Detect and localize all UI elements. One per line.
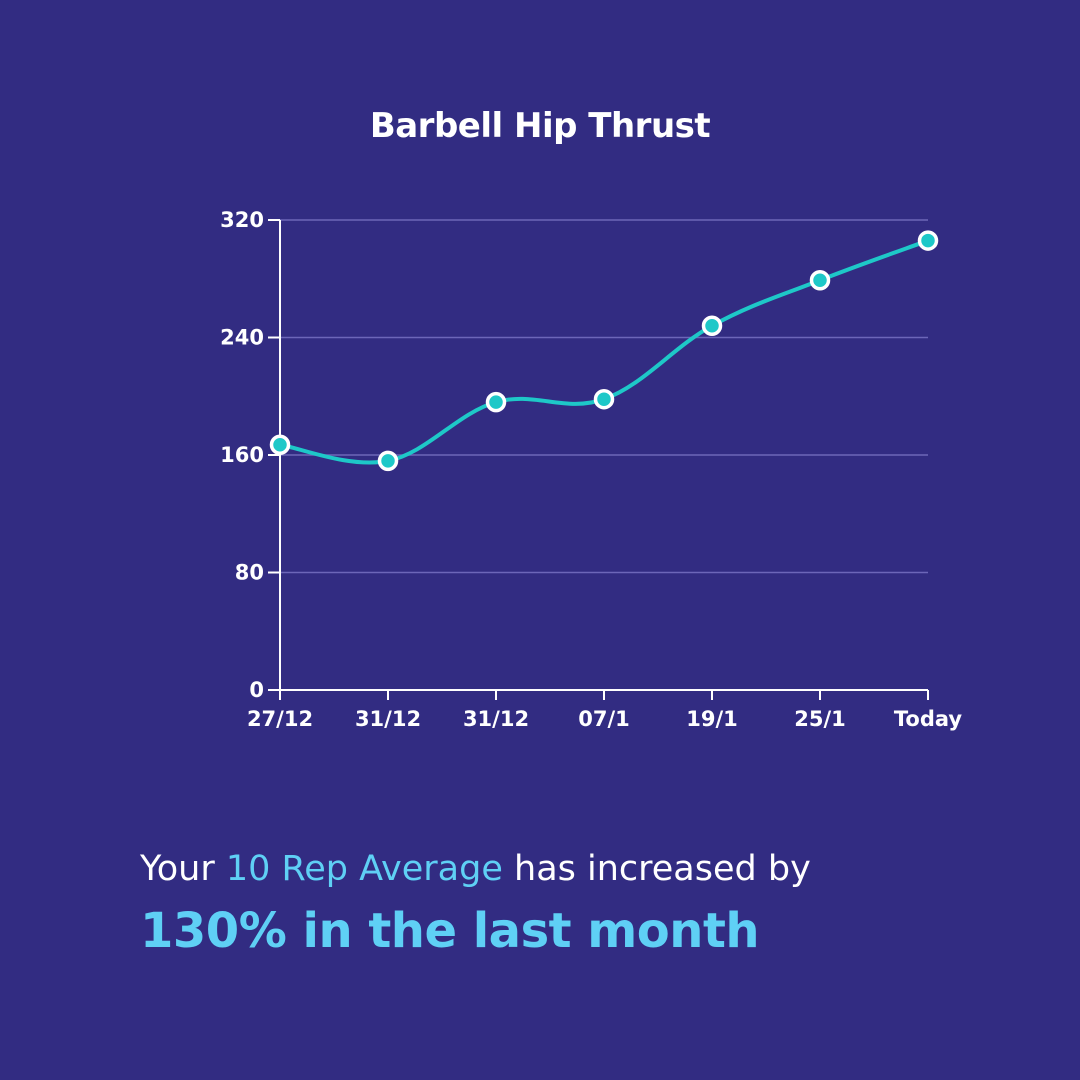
y-tick-label: 320 xyxy=(220,208,264,232)
x-tick-labels: 27/12 31/12 31/12 07/1 19/1 25/1 Today xyxy=(247,690,962,731)
data-point xyxy=(917,230,939,251)
x-tick-label: 31/12 xyxy=(463,707,529,731)
y-tick-label: 240 xyxy=(220,326,264,350)
data-point xyxy=(701,315,723,336)
x-tick-label: 19/1 xyxy=(686,707,738,731)
data-point xyxy=(269,434,291,455)
y-tick-labels: 0 80 160 240 320 xyxy=(220,208,264,702)
x-tick-label: 31/12 xyxy=(355,707,421,731)
data-point xyxy=(809,269,831,291)
summary: Your 10 Rep Average has increased by 130… xyxy=(140,845,1040,959)
summary-metric: 10 Rep Average xyxy=(225,849,503,889)
x-tick-label: 27/12 xyxy=(247,707,313,731)
summary-prefix: Your xyxy=(140,849,215,889)
series-line xyxy=(278,238,930,465)
gridlines xyxy=(268,219,928,691)
x-tick-label: 07/1 xyxy=(578,707,630,731)
data-points xyxy=(269,230,939,472)
x-tick-label: Today xyxy=(894,707,963,731)
y-tick-label: 160 xyxy=(220,443,264,467)
x-tick-label: 25/1 xyxy=(794,707,846,731)
y-tick-label: 0 xyxy=(249,678,264,702)
y-tick-label: 80 xyxy=(235,561,264,585)
chart-title: Barbell Hip Thrust xyxy=(369,106,711,146)
data-point xyxy=(593,388,615,410)
summary-suffix: has increased by xyxy=(514,849,811,889)
summary-text: Your 10 Rep Average has increased by xyxy=(140,845,1040,893)
summary-headline: 130% in the last month xyxy=(140,903,760,959)
data-point xyxy=(377,450,399,472)
data-point xyxy=(485,391,507,413)
